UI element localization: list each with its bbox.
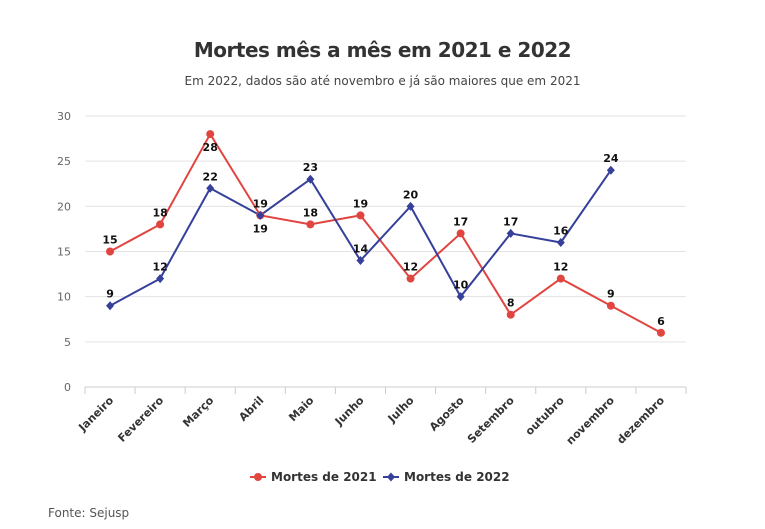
data-point [606,165,615,175]
data-point [406,274,415,283]
data-label: 9 [106,288,114,301]
data-label: 18 [303,206,318,219]
data-point [156,274,165,284]
data-point [456,229,465,238]
series-line [109,169,612,307]
data-point [106,247,115,256]
x-tick-label: novembro [564,394,618,448]
y-tick-label: 20 [57,200,71,213]
y-tick-label: 10 [57,291,71,304]
y-tick-label: 15 [57,246,71,259]
data-point [106,301,115,311]
data-point [506,310,515,319]
y-tick-label: 0 [64,381,71,394]
data-label: 23 [303,161,318,174]
data-point [256,210,265,220]
data-label: 6 [657,315,665,328]
data-point [206,183,215,193]
data-label: 24 [603,152,619,165]
legend-label: Mortes de 2021 [271,470,377,484]
legend-marker [254,473,262,481]
legend-label: Mortes de 2022 [404,470,510,484]
x-tick-label: Agosto [427,394,467,434]
x-tick-label: Abril [236,394,266,424]
data-point [556,274,565,283]
x-tick-label: Fevereiro [115,394,166,445]
data-label: 18 [152,206,167,219]
data-label: 12 [403,261,418,274]
legend-marker [387,472,395,482]
data-point [556,237,565,247]
y-tick-label: 30 [57,110,71,123]
x-tick-label: Junho [332,394,367,429]
data-point [606,301,615,310]
y-tick-label: 25 [57,155,71,168]
data-label: 8 [507,297,515,310]
data-label: 14 [353,243,369,256]
data-label: 12 [553,261,568,274]
data-point [656,328,665,337]
x-tick-label: Setembro [465,394,517,446]
data-label: 20 [403,188,419,201]
x-tick-label: outubro [523,394,567,438]
data-label: 22 [203,170,218,183]
data-point [156,220,165,229]
data-point [356,211,365,220]
data-label: 16 [553,224,569,237]
data-label: 17 [503,215,518,228]
data-point [306,174,315,184]
data-point [356,256,365,266]
source-note: Fonte: Sejusp [48,506,130,520]
x-tick-label: Março [180,394,216,430]
x-tick-label: Maio [286,394,317,425]
data-label: 9 [607,288,615,301]
data-label: 19 [253,222,268,235]
series-line [109,132,662,334]
x-tick-label: Julho [385,394,417,426]
x-tick-label: dezembro [614,394,667,447]
chart-title: Mortes mês a mês em 2021 e 2022 [193,38,572,62]
data-point [456,292,465,302]
chart-subtitle: Em 2022, dados são até novembro e já são… [184,74,581,88]
data-label: 19 [253,197,268,210]
data-label: 19 [353,197,368,210]
data-label: 15 [102,234,117,247]
x-tick-label: Janeiro [75,394,116,435]
data-point [206,130,215,139]
y-tick-label: 5 [64,336,71,349]
data-point [406,201,415,211]
data-point [506,228,515,238]
data-point [306,220,315,229]
data-label: 10 [453,279,469,292]
data-label: 12 [152,261,167,274]
data-label: 17 [453,215,468,228]
data-label: 28 [203,141,218,154]
